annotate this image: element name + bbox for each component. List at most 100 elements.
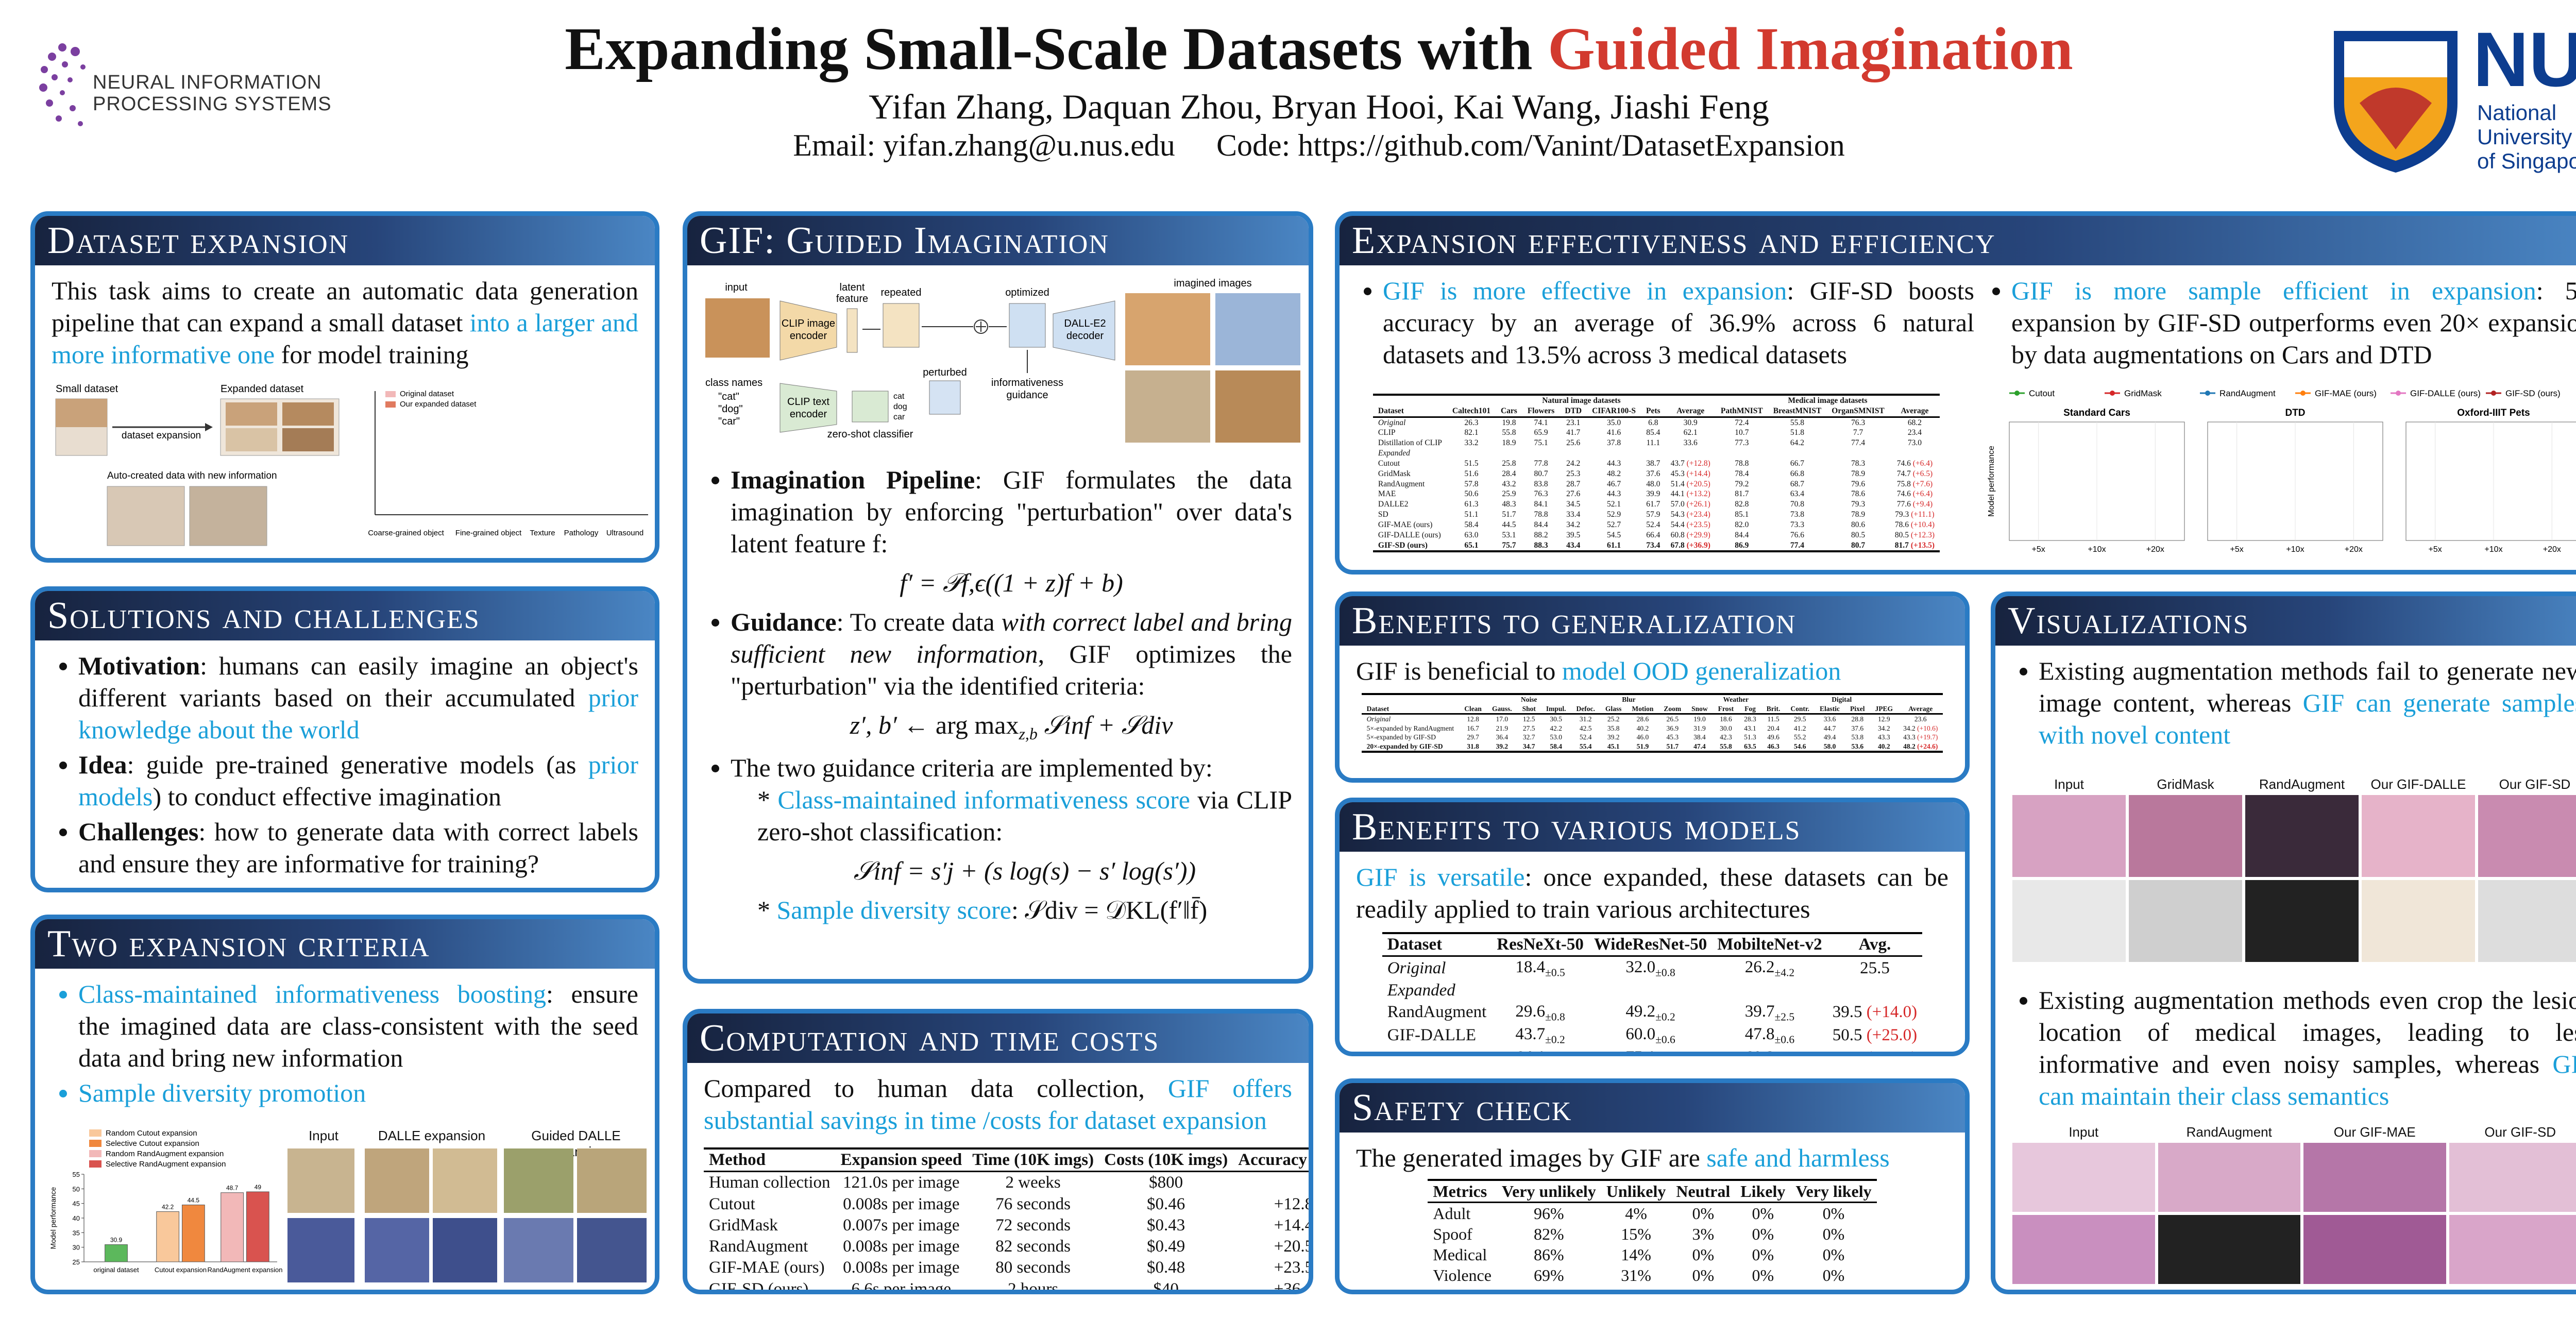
text-bold: Guidance: [731, 607, 837, 636]
table-cell: 40.2: [1636, 724, 1649, 732]
cell-deviation: ±0.6: [1774, 1033, 1795, 1046]
image: [433, 1148, 497, 1213]
table-cell: 34.7: [1517, 741, 1541, 753]
panel-body: GIF is beneficial to model OOD generaliz…: [1340, 646, 1965, 753]
cell-gain: (+12.3): [1910, 530, 1935, 539]
text: ) to conduct effective imagination: [152, 782, 502, 811]
table-cell: 15%: [1621, 1225, 1651, 1243]
email: Email: yifan.zhang@u.nus.edu: [793, 128, 1175, 162]
text: prior knowledge about the world: [78, 683, 638, 744]
cell-gain: (+23.5): [1686, 520, 1710, 529]
image: [287, 1218, 354, 1282]
table-spacer: [1361, 693, 1487, 704]
image: [2303, 1215, 2446, 1284]
table-cell: 88.2: [1534, 530, 1548, 539]
table-cell: 29.5: [1793, 715, 1806, 723]
table-cell: 0%: [1752, 1245, 1774, 1264]
table-cell: 20.4: [1767, 724, 1780, 732]
table-cell: 76.3: [1851, 418, 1866, 427]
table-cell: 66.4: [1646, 530, 1660, 539]
legend-swatch: [89, 1160, 101, 1168]
table-cell: 76 seconds: [995, 1194, 1071, 1213]
table-header-cell: Gauss.: [1486, 704, 1517, 715]
table-header-cell: MobilteNet-v2: [1712, 932, 1827, 957]
table-header-cell: Pixel: [1845, 704, 1870, 715]
table-cell: 37.8: [1607, 438, 1621, 448]
legend-swatch: [385, 401, 396, 408]
x-tick-label: +5x: [2230, 545, 2244, 554]
image: [226, 428, 277, 451]
image: [2158, 1143, 2300, 1212]
table-row: Original 18.4±0.5 32.0±0.8 26.2±4.2 25.5: [1382, 956, 1922, 980]
table-cell: 28.6: [1636, 715, 1649, 723]
image-label: RandAugment: [2259, 776, 2345, 792]
table-header-cell: Average: [1898, 704, 1943, 715]
table-cell: 39.2: [1486, 741, 1517, 753]
table-cell: 0.007s per image: [843, 1215, 960, 1235]
table-cell: 57.0 (+26.1): [1666, 499, 1716, 510]
table-cell: 81.7 (+13.5): [1889, 540, 1940, 553]
table-row: Cutout 51.5 25.8 77.8 24.2 44.3 38.7 43.7 (+12.…: [1373, 459, 1940, 469]
table-cell: 43.3: [1877, 733, 1890, 741]
table-cell: $800: [1149, 1173, 1183, 1192]
table-cell: 34.2 (+10.6): [1898, 724, 1943, 733]
table-cell: Original: [1366, 715, 1391, 723]
cell-deviation: ±0.8: [1655, 966, 1675, 979]
table-cell: 63.5: [1739, 741, 1761, 753]
image: [1215, 370, 1300, 443]
text: , GIF optimizes the "perturbation" via t…: [731, 639, 1292, 700]
table-cell: 68.7: [1790, 479, 1805, 488]
cell-value: 43.7: [1670, 459, 1685, 468]
group-label: Pathology: [564, 529, 599, 537]
nus-logo-sub: National University of Singapore: [2477, 100, 2576, 173]
table-row: GIF-MAE (ours) 58.4 44.5 84.4 34.2 52.7 52.4 54…: [1373, 520, 1940, 530]
image: [1125, 370, 1210, 443]
table-body: Original 12.8 17.0 12.5 30.5 31.2 25.2 28.6 26.5…: [1361, 714, 1943, 753]
table-cell: Spoof: [1433, 1225, 1472, 1243]
chart-title: Oxford-IIIT Pets: [2457, 408, 2530, 418]
table-header-row: Metrics Very unlikely Unlikely Neutral Likel…: [1428, 1179, 1877, 1203]
equation: 𝒮inf = s′j + (s log(s) − s′ log(s′)): [853, 856, 1196, 885]
cell-gain: (+6.4): [1912, 489, 1933, 499]
text-subscript: z,b: [1019, 724, 1038, 743]
feature: [846, 308, 858, 353]
text: : once expanded, these datasets can be r…: [1356, 863, 1948, 923]
neurips-logo-mark: [39, 43, 86, 126]
table-group-header: Weather: [1686, 693, 1786, 704]
table-header-cell: Likely: [1735, 1179, 1791, 1203]
table-cell: 35.8: [1607, 724, 1620, 732]
text-bold: Imagination Pipeline: [731, 465, 975, 494]
table-head: Metrics Very unlikely Unlikely Neutral Likel…: [1428, 1179, 1877, 1203]
cell-gain: (+13.5): [1910, 540, 1935, 550]
table: Natural image datasets Medical image data…: [1372, 394, 1940, 553]
table-cell: 80 seconds: [995, 1258, 1071, 1277]
table-cell: 12.8: [1467, 715, 1479, 723]
nus-crest: [2334, 31, 2458, 173]
diagram-label: CLIP image: [782, 318, 835, 329]
table-cell: Human collection: [709, 1173, 831, 1192]
table-header-row: Method Expansion speed Time (10K imgs) Cost…: [704, 1147, 1309, 1173]
plot-frame: [2405, 421, 2576, 541]
diagram-label: repeated: [881, 287, 922, 298]
y-tick-label: 45: [73, 1200, 80, 1208]
diagram-label: perturbed: [923, 367, 967, 378]
table-header-cell: Fog: [1739, 704, 1761, 715]
table-cell: 73.3: [1790, 520, 1805, 529]
image: [2012, 880, 2126, 962]
image: [56, 399, 107, 427]
table-header-cell: Frost: [1713, 704, 1739, 715]
text: GIF is versatile: [1356, 863, 1525, 891]
cell-value: 54.3: [1670, 510, 1685, 519]
table-cell: +12.8: [1274, 1194, 1313, 1213]
cell-value: 54.4: [1670, 520, 1685, 529]
image: [577, 1148, 647, 1213]
table-cell: 38.4: [1693, 733, 1706, 741]
image: [2478, 795, 2576, 877]
table-header-cell: Clean: [1459, 704, 1487, 715]
table-cell: 0%: [1822, 1204, 1845, 1223]
image-label: Our GIF-SD: [2499, 776, 2571, 792]
diagram-label: imagined images: [1174, 278, 1251, 289]
image: [433, 1218, 497, 1282]
cell-value: 75.1: [1625, 1048, 1655, 1052]
